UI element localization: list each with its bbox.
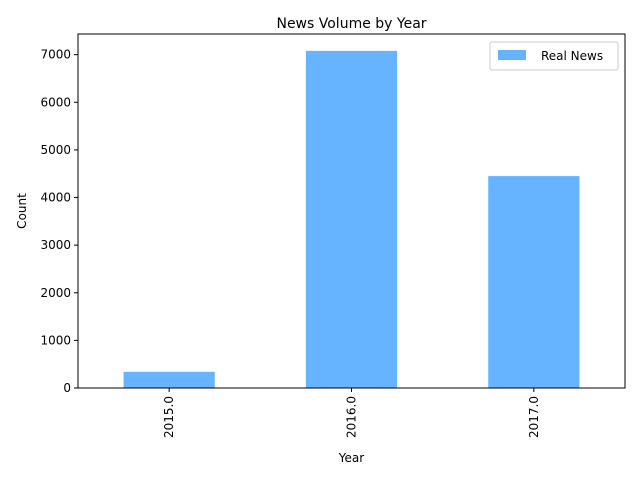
y-tick-label: 2000 [40, 286, 71, 300]
bar-1 [305, 50, 398, 388]
legend-swatch [498, 50, 526, 60]
x-tick-label: 2016.0 [345, 396, 359, 438]
legend-label: Real News [541, 49, 603, 63]
x-tick-label: 2015.0 [162, 396, 176, 438]
x-tick-label: 2017.0 [527, 396, 541, 438]
plot-frame [77, 33, 626, 389]
y-tick-label: 0 [63, 381, 71, 395]
y-tick-label: 3000 [40, 238, 71, 252]
y-tick-label: 5000 [40, 143, 71, 157]
y-tick-label: 7000 [40, 48, 71, 62]
legend: Real News [489, 41, 619, 71]
y-axis: 0 1000 2000 3000 4000 5000 6000 7000 [40, 48, 78, 395]
bar-2 [488, 176, 580, 388]
legend-frame [489, 41, 619, 71]
y-tick-label: 6000 [40, 95, 71, 109]
chart-title: News Volume by Year [276, 16, 426, 32]
y-tick-label: 4000 [40, 191, 71, 205]
x-axis-label: Year [338, 451, 364, 465]
bar-0 [123, 371, 215, 388]
x-axis: 2015.0 2016.0 2017.0 [162, 388, 541, 438]
y-axis-label: Count [15, 193, 29, 229]
bars-layer [123, 50, 580, 388]
y-tick-label: 1000 [40, 333, 71, 347]
